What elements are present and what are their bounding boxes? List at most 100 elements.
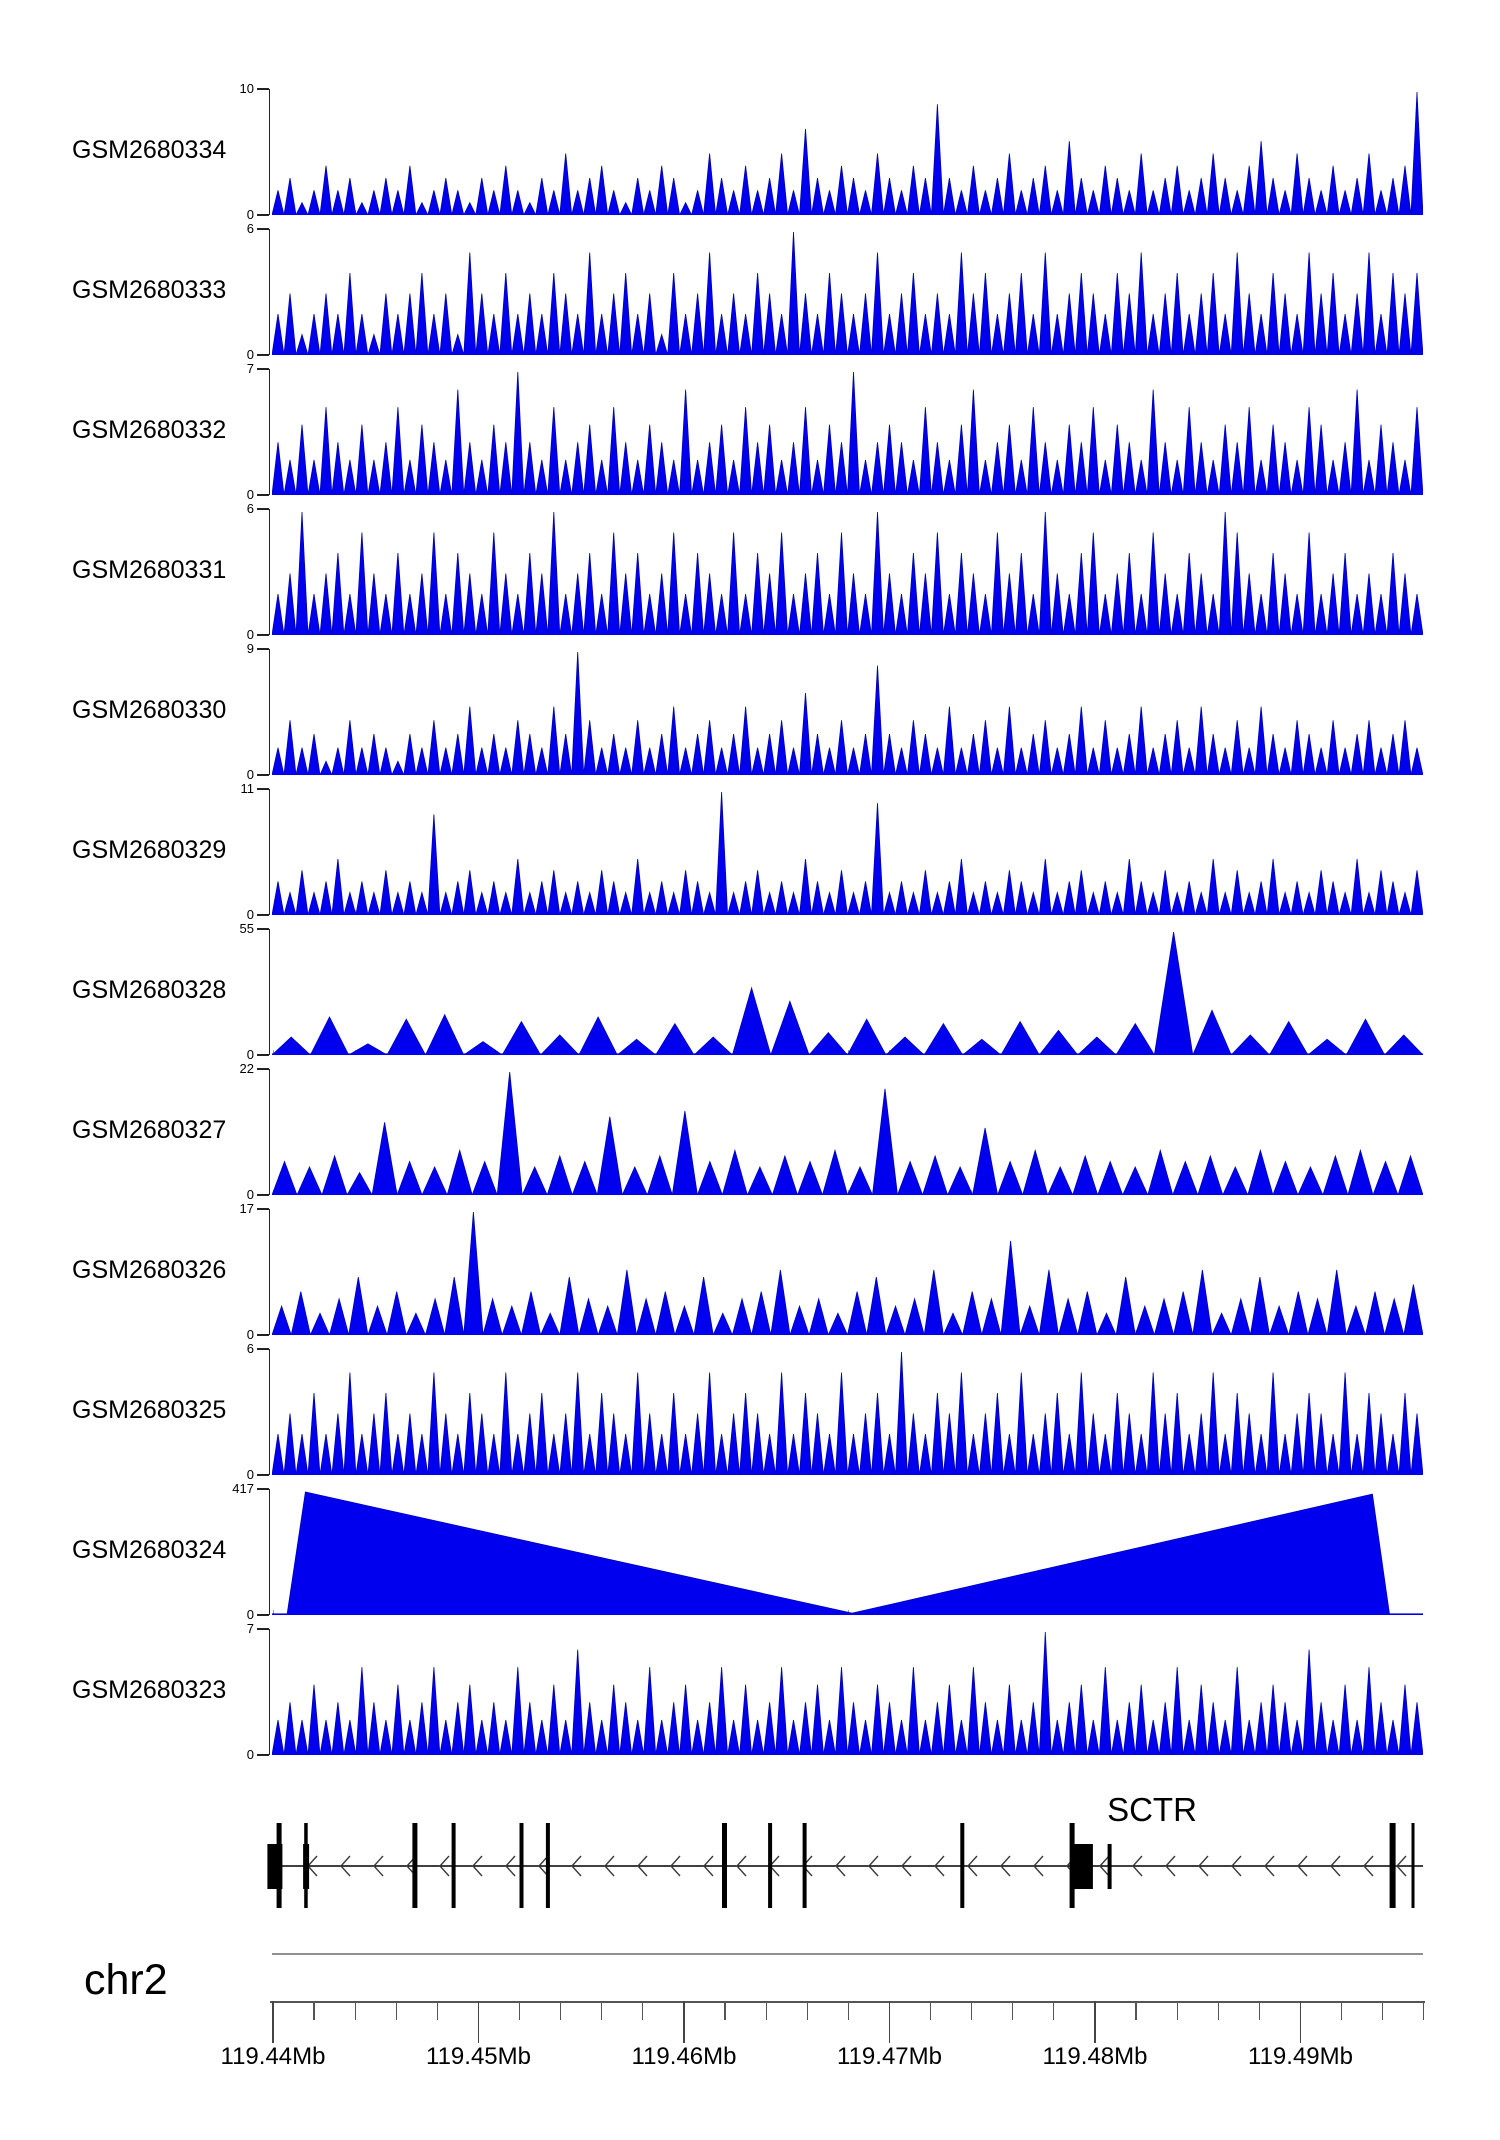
coverage-baseline xyxy=(272,1753,1423,1755)
ruler-axis-line xyxy=(270,2001,1425,2003)
track-label: GSM2680331 xyxy=(72,556,227,584)
y-axis-top-tick xyxy=(257,1068,269,1070)
exon-rect xyxy=(519,1823,524,1908)
track-label: GSM2680333 xyxy=(72,276,227,304)
strand-arrow-left-icon xyxy=(901,1855,912,1877)
coverage-plot-svg xyxy=(272,1211,1423,1335)
strand-arrow-left-icon xyxy=(736,1855,747,1877)
track-label: GSM2680326 xyxy=(72,1256,227,1284)
ruler-minor-tick xyxy=(971,2001,973,2020)
exon-rect xyxy=(451,1823,456,1908)
y-axis-bottom-tick xyxy=(257,1194,269,1196)
coverage-baseline xyxy=(272,1613,1423,1615)
y-axis-bottom-tick xyxy=(257,914,269,916)
ruler-minor-tick xyxy=(929,2001,932,2020)
coverage-polygon xyxy=(272,1071,1423,1195)
y-axis-max-label: 55 xyxy=(239,921,254,936)
y-axis-max-label: 11 xyxy=(240,781,255,796)
exon-rect xyxy=(768,1823,773,1908)
strand-arrow-left-icon xyxy=(967,1855,978,1877)
y-axis-max-label: 6 xyxy=(246,221,254,236)
track-label: GSM2680334 xyxy=(72,136,227,164)
ruler-minor-tick xyxy=(1176,2001,1178,2020)
y-axis-bottom-tick xyxy=(257,494,269,496)
y-axis-line xyxy=(268,1629,270,1755)
strand-arrow-left-icon xyxy=(1000,1855,1011,1877)
ruler-minor-tick xyxy=(1258,2001,1260,2020)
track-label: GSM2680332 xyxy=(72,416,227,444)
strand-arrow-left-icon xyxy=(472,1855,483,1877)
exon-rect xyxy=(960,1823,965,1908)
coverage-polygon xyxy=(272,231,1423,355)
y-axis-bottom-tick xyxy=(257,214,269,216)
y-axis-bottom-tick xyxy=(257,1334,269,1336)
ruler-major-tick xyxy=(272,2001,274,2043)
coverage-polygon xyxy=(272,651,1423,775)
coverage-baseline xyxy=(272,633,1423,635)
y-axis-max-label: 6 xyxy=(246,1341,254,1356)
ruler-tick-label: 119.45Mb xyxy=(426,2043,531,2070)
strand-arrow-left-icon xyxy=(340,1855,351,1877)
track-label: GSM2680329 xyxy=(72,836,227,864)
ruler-minor-tick xyxy=(313,2001,315,2020)
chromosome-label: chr2 xyxy=(84,1956,168,2004)
y-axis-zero-label: 0 xyxy=(246,1607,254,1622)
y-axis-top-tick xyxy=(257,368,269,370)
strand-arrow-left-icon xyxy=(934,1855,945,1877)
y-axis-line xyxy=(268,929,270,1055)
y-axis-max-label: 7 xyxy=(246,1621,254,1636)
ruler-minor-tick xyxy=(560,2001,562,2020)
ruler-minor-tick xyxy=(601,2001,603,2020)
coverage-plot-svg xyxy=(272,511,1423,635)
y-axis-zero-label: 0 xyxy=(246,207,254,222)
ruler-minor-tick xyxy=(1382,2001,1384,2020)
y-axis-line xyxy=(268,229,270,355)
y-axis-zero-label: 0 xyxy=(246,1747,254,1762)
y-axis-bottom-tick xyxy=(257,1754,269,1756)
strand-arrow-left-icon xyxy=(538,1855,549,1877)
y-axis-top-tick xyxy=(257,508,269,510)
track-label: GSM2680324 xyxy=(72,1536,227,1564)
ruler-separator-line xyxy=(272,1953,1423,1955)
ruler-tick-label: 119.44Mb xyxy=(220,2043,326,2070)
y-axis-line xyxy=(268,1069,270,1195)
strand-arrow-left-icon xyxy=(703,1855,714,1877)
y-axis-line xyxy=(268,789,270,915)
ruler-major-tick xyxy=(477,2001,480,2043)
y-axis-max-label: 417 xyxy=(232,1481,254,1496)
coverage-plot-svg xyxy=(272,371,1423,495)
y-axis-top-tick xyxy=(257,1488,269,1490)
coverage-polygon xyxy=(286,1491,1391,1615)
coverage-baseline xyxy=(272,773,1423,775)
coverage-baseline xyxy=(272,913,1423,915)
coverage-baseline xyxy=(272,353,1423,355)
y-axis-line xyxy=(268,649,270,775)
ruler-major-tick xyxy=(683,2001,685,2043)
y-axis-zero-label: 0 xyxy=(246,1047,254,1062)
exon-rect xyxy=(1389,1823,1396,1908)
strand-arrow-left-icon xyxy=(571,1855,582,1877)
y-axis-zero-label: 0 xyxy=(246,907,254,922)
y-axis-max-label: 9 xyxy=(246,641,254,656)
track-label: GSM2680330 xyxy=(72,696,227,724)
y-axis-zero-label: 0 xyxy=(246,1327,254,1342)
track-label: GSM2680328 xyxy=(72,976,227,1004)
strand-arrow-left-icon xyxy=(1330,1855,1341,1877)
ruler-minor-tick xyxy=(1012,2001,1014,2020)
exon-rect xyxy=(276,1823,282,1908)
exon-rect xyxy=(304,1823,308,1908)
y-axis-bottom-tick xyxy=(257,1614,269,1616)
y-axis-zero-label: 0 xyxy=(246,767,254,782)
gene-model-svg xyxy=(267,1823,1423,1908)
y-axis-bottom-tick xyxy=(257,354,269,356)
y-axis-bottom-tick xyxy=(257,634,269,636)
y-axis-line xyxy=(268,1349,270,1475)
ruler-minor-tick xyxy=(1340,2001,1343,2020)
exon-rect xyxy=(545,1823,550,1908)
strand-arrow-left-icon xyxy=(1033,1855,1044,1877)
y-axis-top-tick xyxy=(257,228,269,230)
ruler-minor-tick xyxy=(724,2001,726,2020)
y-axis-top-tick xyxy=(257,648,269,650)
gene-name-label: SCTR xyxy=(1107,1791,1197,1828)
ruler-minor-tick xyxy=(1053,2001,1055,2020)
